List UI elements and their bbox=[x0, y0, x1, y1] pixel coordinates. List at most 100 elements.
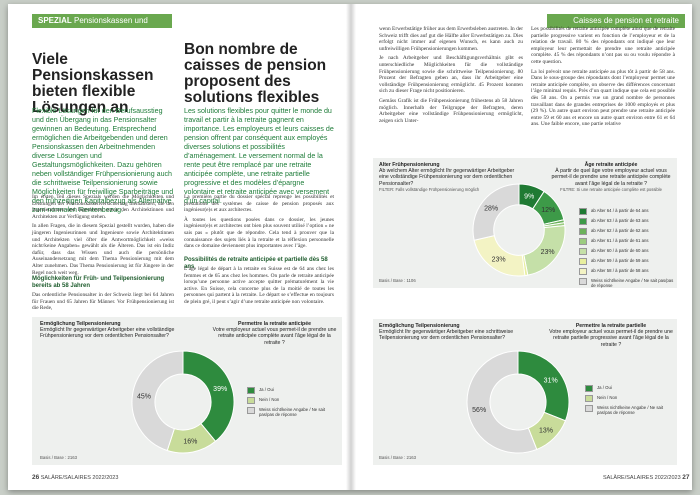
legend-label: Weiss nicht/keine Angabe / Ne sait pas/p… bbox=[591, 278, 674, 288]
data-label: 9% bbox=[524, 193, 534, 200]
legend-item: Ja / Oui bbox=[585, 385, 675, 392]
heading-de: Viele Pensionskassen bieten flexible Lös… bbox=[32, 51, 154, 116]
magazine-spread: SPEZIAL Pensionskassen und Pensionierung… bbox=[8, 4, 692, 490]
chart-title-de: Ermöglichung Teilpensionierung Ermöglich… bbox=[40, 321, 200, 340]
heading-fr: Bon nombre de caisses de pension propose… bbox=[184, 41, 327, 106]
chart-early-retirement: Ermöglichung Teilpensionierung Ermöglich… bbox=[32, 317, 342, 465]
donut-slice bbox=[517, 350, 570, 422]
data-label: 13% bbox=[539, 427, 553, 434]
legend-item: ab Alter 60 / à partir de 60 ans bbox=[579, 248, 674, 255]
chart-title-fr: Âge retraite anticipée À partir de quel … bbox=[549, 162, 673, 193]
chart-title-fr: Permettre la retraite anticipée Votre em… bbox=[212, 321, 337, 346]
publication-name: SALÄRE/SALAIRES 2022/2023 bbox=[40, 475, 119, 481]
legend-swatch bbox=[579, 218, 587, 225]
paragraph: Je nach Arbeitgeber und Beschäftigungsve… bbox=[379, 55, 523, 95]
legend-label: ab Alter 58 / à partir de 58 ans bbox=[591, 268, 649, 273]
legend-item: Nein / Non bbox=[247, 397, 337, 404]
chart-question: À partir de quel âge votre employeur act… bbox=[551, 168, 671, 187]
legend-label: Nein / Non bbox=[597, 395, 618, 400]
data-label: 23% bbox=[541, 249, 555, 256]
chart-question: Votre employeur actuel vous permet-il de… bbox=[212, 327, 337, 346]
chart-question: Ermöglicht Ihr gegenwärtiger Arbeitgeber… bbox=[40, 327, 175, 340]
legend-swatch bbox=[579, 268, 587, 275]
body-de: Im ersten Teil dieses Spezials werden di… bbox=[32, 194, 174, 279]
body-fr: La première partie du dossier spécial re… bbox=[184, 194, 334, 253]
section-header: SPEZIAL Pensionskassen und Pensionierung bbox=[32, 14, 172, 39]
legend-swatch bbox=[579, 248, 587, 255]
page-number: 27 bbox=[682, 474, 690, 481]
legend-label: ab Alter 61 / à partir de 61 ans bbox=[591, 238, 649, 243]
legend-label: Ja / Oui bbox=[259, 387, 274, 392]
section-title: Caisses de pension et retraite bbox=[573, 16, 679, 25]
left-page: SPEZIAL Pensionskassen und Pensionierung… bbox=[8, 4, 349, 490]
body-fr: Les possibilités de retraite anticipée c… bbox=[531, 26, 675, 131]
chart-legend: Ja / Oui Nein / Non Weiss nicht/keine Anga… bbox=[585, 385, 675, 418]
section-title: Pensionskassen und Pensionierung bbox=[38, 16, 148, 39]
page-folio: 26 SALÄRE/SALAIRES 2022/2023 bbox=[32, 474, 118, 481]
chart-title: Ermöglichung Teilpensionierung bbox=[40, 321, 121, 327]
paragraph: La première partie du dossier spécial re… bbox=[184, 194, 334, 214]
data-label: 39% bbox=[213, 386, 227, 393]
chart-filter: FILTER: Falls vollständige Frühpensionie… bbox=[379, 186, 480, 192]
donut-slice bbox=[466, 350, 538, 454]
chart-title: Permettre la retraite anticipée bbox=[238, 321, 311, 327]
chart-title-fr: Permettre la retraite partielle Votre em… bbox=[549, 323, 673, 348]
legend-label: ab Alter 62 / à partir de 62 ans bbox=[591, 228, 649, 233]
chart-legend: Ja / Oui Nein / Non Weiss nicht/keine Anga… bbox=[247, 387, 337, 420]
page-number: 26 bbox=[32, 474, 40, 481]
legend-swatch bbox=[579, 278, 587, 285]
chart-filter: FILTRE: Si une retraite anticipée complè… bbox=[560, 186, 662, 192]
paragraph: Gemäss Grafik ist die Frühpensionierung … bbox=[379, 97, 523, 124]
paragraph: La loi prévoit une retraite anticipée au… bbox=[531, 68, 675, 128]
donut-slice bbox=[472, 183, 520, 241]
chart-partial-retirement: Ermöglichung Teilpensionierung Ermöglich… bbox=[373, 319, 677, 465]
legend-item: Weiss nicht/keine Angabe / Ne sait pas/p… bbox=[579, 278, 674, 288]
chart-title-de: Ermöglichung Teilpensionierung Ermöglich… bbox=[379, 323, 529, 342]
legend-swatch bbox=[247, 397, 255, 404]
legend-swatch bbox=[585, 395, 593, 402]
paragraph: Im ersten Teil dieses Spezials werden di… bbox=[32, 194, 174, 220]
data-label: 16% bbox=[183, 438, 197, 445]
legend-item: ab Alter 61 / à partir de 61 ans bbox=[579, 238, 674, 245]
donut-slice bbox=[131, 350, 184, 452]
paragraph: wenn Erwerbstätige früher aus dem Erwerb… bbox=[379, 26, 523, 52]
body-de-2: Das ordentliche Pensionsalter in der Sch… bbox=[32, 292, 174, 312]
chart-title: Alter Frühpensionierung bbox=[379, 162, 440, 168]
donut-chart: 31% 13% 56% bbox=[466, 350, 570, 454]
legend-item: ab Alter 59 / à partir de 59 ans bbox=[579, 258, 674, 265]
legend-label: Ja / Oui bbox=[597, 385, 612, 390]
chart-legend: ab Alter 64 / à partir de 64 ans ab Alter… bbox=[579, 208, 674, 291]
subheading-de: Möglichkeiten für Früh- und Teilpensioni… bbox=[32, 276, 165, 289]
legend-label: Weiss nicht/keine Angabe / Ne sait pas/p… bbox=[259, 407, 326, 417]
publication-name: SALÄRE/SALAIRES 2022/2023 bbox=[603, 475, 681, 481]
donut-chart: 39% 16% 45% bbox=[131, 350, 235, 454]
legend-label: Nein / Non bbox=[259, 397, 280, 402]
legend-swatch bbox=[585, 385, 593, 392]
subheading-fr: Possibilités de retraite anticipée et pa… bbox=[184, 257, 328, 270]
right-page: Caisses de pension et retraite SPÉCIAL w… bbox=[351, 4, 692, 490]
legend-item: ab Alter 64 / à partir de 64 ans bbox=[579, 208, 674, 215]
chart-retirement-age: Alter Frühpensionierung Ab welchem Alter… bbox=[373, 158, 677, 288]
chart-source: Basis / Base : 2163 bbox=[40, 455, 78, 460]
chart-title: Permettre la retraite partielle bbox=[575, 323, 647, 329]
data-label: 23% bbox=[492, 257, 506, 264]
legend-swatch bbox=[579, 228, 587, 235]
legend-label: ab Alter 63 / à partir de 63 ans bbox=[591, 218, 649, 223]
chart-source: Basis / Base : 2163 bbox=[379, 455, 417, 460]
body-de: wenn Erwerbstätige früher aus dem Erwerb… bbox=[379, 26, 523, 127]
legend-swatch bbox=[579, 238, 587, 245]
legend-swatch bbox=[579, 208, 587, 215]
chart-title: Ermöglichung Teilpensionierung bbox=[379, 323, 460, 329]
chart-question: Ermöglicht Ihr gegenwärtiger Arbeitgeber… bbox=[379, 329, 514, 342]
legend-label: ab Alter 64 / à partir de 64 ans bbox=[591, 208, 649, 213]
legend-item: ab Alter 58 / à partir de 58 ans bbox=[579, 268, 674, 275]
paragraph: In allen Fragen, die in diesem Spezial g… bbox=[32, 223, 174, 276]
data-label: 12% bbox=[541, 207, 555, 214]
legend-swatch bbox=[247, 407, 255, 414]
legend-item: Weiss nicht/keine Angabe / Ne sait pas/p… bbox=[585, 405, 675, 415]
legend-swatch bbox=[247, 387, 255, 394]
chart-question: Votre employeur actuel vous permet-il de… bbox=[549, 329, 673, 348]
legend-swatch bbox=[579, 258, 587, 265]
section-label: SPÉCIAL bbox=[644, 30, 679, 39]
legend-item: ab Alter 63 / à partir de 63 ans bbox=[579, 218, 674, 225]
